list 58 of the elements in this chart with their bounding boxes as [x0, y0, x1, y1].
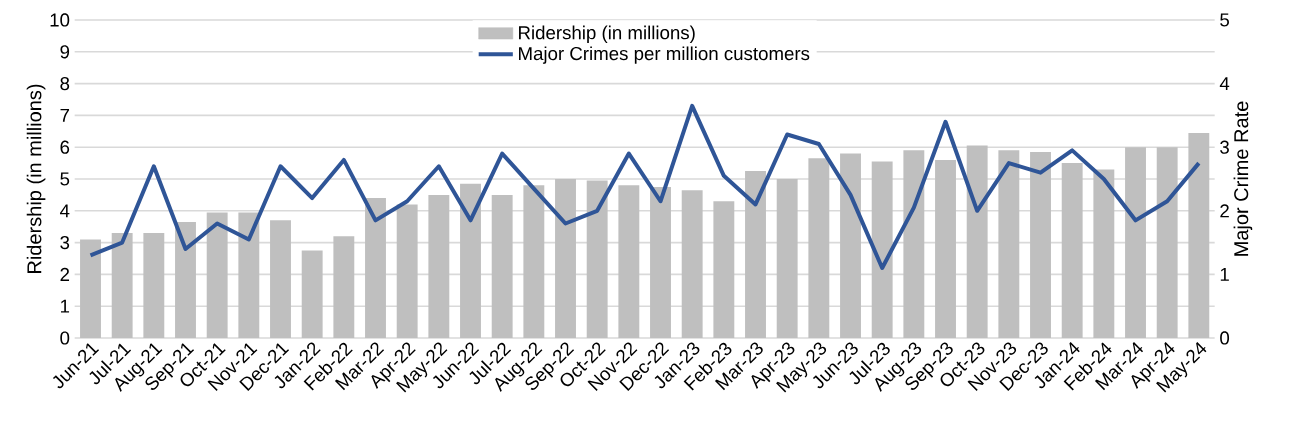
bar: [111, 233, 133, 338]
bar: [618, 185, 640, 338]
bar: [840, 153, 861, 338]
bar: [365, 198, 386, 338]
line-series: [88, 103, 1201, 271]
y-tick-label: 10: [50, 13, 70, 27]
bar: [713, 201, 735, 338]
bar: [1156, 147, 1178, 338]
bar: [966, 145, 988, 338]
y2-tick-label: 0: [1220, 331, 1230, 345]
bar: [650, 186, 671, 338]
y-tick-label: 4: [59, 204, 70, 218]
bar: [808, 158, 830, 338]
y-tick-label: 5: [60, 172, 70, 186]
bar: [871, 161, 893, 338]
bar: [935, 159, 956, 338]
legend-label: Ridership (in millions): [519, 25, 695, 43]
bar: [1030, 151, 1051, 338]
bar: [238, 212, 260, 338]
y-tick-label: 8: [60, 76, 70, 91]
y2-tick-label: 4: [1219, 77, 1230, 91]
bar: [80, 239, 101, 338]
bar: [143, 233, 165, 338]
y-tick-label: 2: [60, 267, 70, 281]
y-tick-label: 7: [60, 108, 70, 122]
y2-axis-title: Major Crime Rate: [1233, 101, 1253, 256]
y-axis-title: Ridership (in millions): [26, 84, 46, 273]
y2-tick-label: 3: [1220, 140, 1229, 154]
bar: [270, 220, 291, 338]
bar: [998, 150, 1020, 338]
bar: [903, 150, 925, 338]
y-tick-label: 3: [60, 235, 70, 250]
bar: [555, 179, 576, 338]
y2-tick-label: 2: [1220, 204, 1229, 218]
bar: [586, 180, 608, 338]
bar: [1188, 132, 1210, 338]
bar: [1093, 169, 1115, 338]
bar: [206, 212, 228, 338]
bar: [1125, 147, 1146, 338]
y-tick-label: 9: [60, 45, 70, 59]
bar: [681, 190, 703, 338]
bar: [428, 194, 450, 338]
y-tick-label: 1: [61, 299, 70, 313]
bar: [523, 185, 545, 338]
bar: [1061, 163, 1083, 338]
bar: [460, 183, 481, 338]
bar: [776, 179, 798, 338]
bar: [491, 194, 513, 338]
y2-tick-label: 5: [1220, 13, 1229, 27]
bar: [301, 250, 323, 338]
y-tick-label: 0: [60, 331, 70, 345]
bar: [333, 236, 355, 338]
bar: [396, 204, 418, 338]
bar: [745, 171, 766, 338]
y-tick-label: 6: [60, 140, 70, 154]
y2-tick-label: 1: [1220, 267, 1229, 281]
legend-label: Major Crimes per million customers: [519, 46, 810, 64]
bar: [175, 221, 196, 338]
